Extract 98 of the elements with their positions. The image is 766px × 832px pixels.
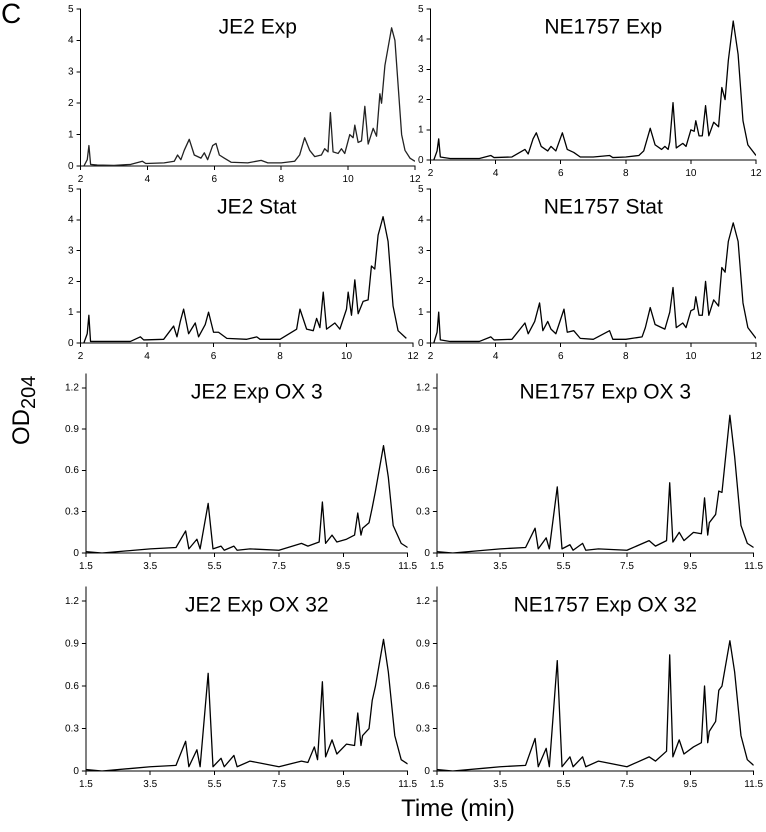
chart-title: NE1757 Stat: [544, 195, 663, 218]
chart-title: JE2 Stat: [217, 195, 297, 218]
chart-title: JE2 Exp OX 3: [190, 380, 323, 404]
y-tick-label: 3: [418, 64, 424, 76]
x-tick-label: 9.5: [336, 560, 351, 572]
x-tick-label: 9.5: [336, 778, 351, 790]
x-tick-label: 7.5: [620, 560, 634, 572]
y-tick-label: 5: [418, 184, 424, 195]
x-tick-label: 7.5: [620, 778, 634, 790]
chart-title: NE1757 Exp OX 3: [519, 380, 692, 404]
x-tick-label: 5.5: [208, 778, 222, 790]
chart-title: JE2 Exp: [218, 15, 297, 38]
y-tick-label: 3: [418, 245, 424, 256]
y-tick-label: 0: [418, 154, 424, 166]
x-tick-label: 11.5: [398, 560, 418, 572]
x-tick-label: 12: [407, 350, 419, 362]
y-tick-label: 1.2: [64, 382, 80, 394]
x-tick-label: 8: [278, 174, 284, 185]
x-tick-label: 10: [685, 168, 697, 179]
x-tick-label: 6: [212, 174, 218, 185]
x-tick-label: 1.5: [78, 560, 94, 572]
y-tick-label: 0.6: [416, 680, 430, 692]
x-tick-label: 8: [277, 350, 284, 362]
y-tick-label: 0.6: [416, 465, 430, 476]
x-tick-label: 10: [685, 350, 697, 362]
y-tick-label: 0: [68, 338, 74, 349]
x-tick-label: 6: [558, 168, 564, 179]
y-tick-label: 5: [68, 184, 74, 195]
x-tick-label: 5.5: [208, 560, 222, 572]
y-tick-label: 1: [418, 124, 424, 136]
y-tick-label: 0: [73, 766, 80, 777]
x-tick-label: 3.5: [493, 560, 508, 572]
y-tick-label: 0.9: [64, 638, 80, 650]
y-tick-label: 2: [68, 276, 74, 288]
x-tick-label: 1.5: [78, 778, 94, 790]
chart-title: NE1757 Exp: [544, 15, 662, 38]
x-tick-label: 8: [623, 168, 630, 179]
x-tick-label: 3.5: [143, 560, 158, 572]
x-tick-label: 1.5: [430, 778, 444, 790]
x-tick-label: 7.5: [272, 778, 286, 790]
y-tick-label: 4: [418, 34, 424, 45]
chart-title: JE2 Exp OX 32: [184, 593, 329, 616]
y-tick-label: 0.9: [416, 424, 430, 435]
x-tick-label: 6: [558, 350, 564, 362]
x-tick-label: 5.5: [556, 778, 571, 790]
y-tick-label: 1: [68, 129, 74, 140]
x-tick-label: 4: [492, 168, 499, 179]
y-tick-label: 5: [418, 4, 424, 15]
y-tick-label: 0: [73, 548, 80, 559]
y-tick-label: 2: [418, 276, 424, 288]
x-tick-label: 12: [750, 350, 762, 362]
y-tick-label: 0.3: [64, 506, 80, 518]
y-tick-label: 0.3: [416, 723, 430, 734]
y-tick-label: 0.3: [64, 723, 80, 734]
x-tick-label: 4: [144, 174, 151, 185]
y-tick-label: 1.2: [64, 596, 80, 607]
y-tick-label: 2: [418, 94, 424, 106]
x-tick-label: 11.5: [744, 778, 764, 790]
y-tick-label: 0.9: [64, 424, 80, 435]
y-tick-label: 1: [68, 306, 74, 318]
y-tick-label: 5: [68, 4, 74, 15]
x-tick-label: 5.5: [556, 560, 571, 572]
y-tick-label: 0.9: [416, 638, 430, 650]
x-tick-label: 12: [409, 174, 421, 185]
y-tick-label: 0: [68, 160, 74, 172]
x-tick-label: 10: [342, 174, 354, 185]
x-tick-label: 7.5: [272, 560, 286, 572]
y-tick-label: 1: [418, 306, 424, 318]
x-tick-label: 10: [340, 350, 353, 362]
x-tick-label: 9.5: [683, 560, 698, 572]
x-tick-label: 6: [210, 350, 217, 362]
y-tick-label: 0: [418, 338, 424, 349]
chart-title: NE1757 Exp OX 32: [514, 593, 697, 616]
y-tick-label: 3: [68, 66, 74, 78]
x-tick-label: 12: [750, 168, 762, 179]
x-tick-label: 9.5: [683, 778, 698, 790]
x-tick-label: 4: [492, 350, 499, 362]
y-tick-label: 2: [68, 98, 74, 109]
text: C: [1, 0, 22, 29]
x-tick-label: 8: [623, 350, 630, 362]
y-tick-label: 0.3: [416, 506, 430, 518]
y-tick-label: 1.2: [416, 382, 430, 394]
y-tick-label: 3: [68, 245, 74, 256]
x-tick-label: 11.5: [398, 778, 418, 790]
x-tick-label: 3.5: [143, 778, 158, 790]
x-axis-title: Time (min): [400, 795, 516, 823]
y-tick-label: 0.6: [64, 680, 80, 692]
x-tick-label: 1.5: [430, 560, 444, 572]
x-tick-label: 4: [144, 350, 150, 362]
y-tick-label: 4: [418, 214, 424, 226]
x-tick-label: 11.5: [744, 560, 764, 572]
y-tick-label: 4: [68, 35, 74, 46]
x-tick-label: 3.5: [493, 778, 508, 790]
y-tick-label: 4: [68, 214, 74, 226]
y-tick-label: 0: [424, 548, 430, 559]
y-tick-label: 1.2: [416, 596, 430, 607]
y-tick-label: 0: [424, 766, 430, 777]
y-tick-label: 0.6: [64, 465, 80, 476]
